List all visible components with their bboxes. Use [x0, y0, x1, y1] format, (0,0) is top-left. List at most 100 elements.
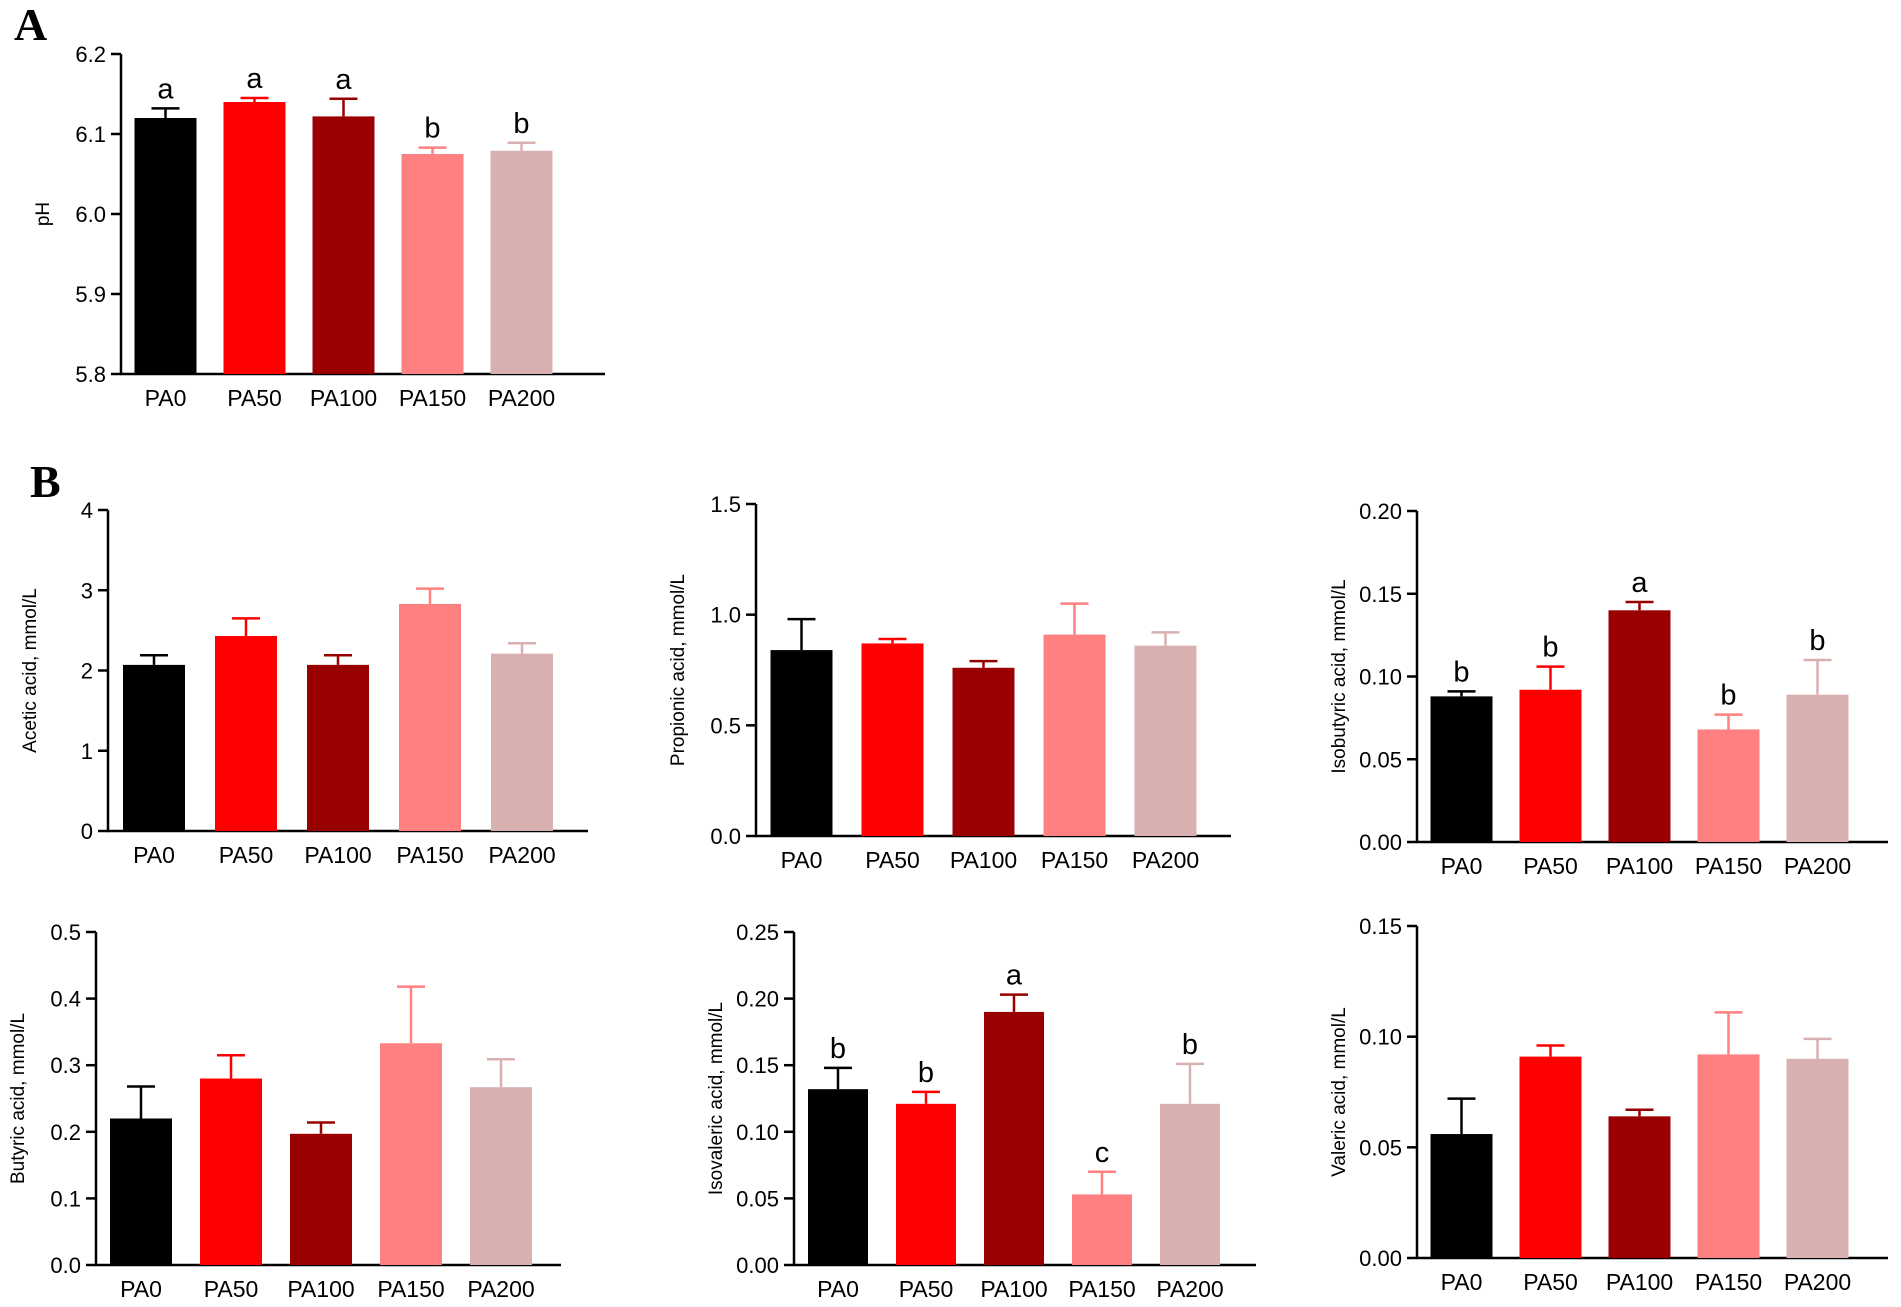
x-tick-label: PA100 — [1606, 1269, 1673, 1295]
y-tick-label: 6.2 — [75, 42, 106, 67]
bar-pa150 — [1697, 1054, 1760, 1258]
x-tick-label: PA0 — [1441, 1269, 1483, 1295]
significance-letter: b — [1453, 656, 1469, 688]
bar-pa150 — [1697, 729, 1760, 842]
y-axis-title: Butyric acid, mmol/L — [8, 1013, 29, 1184]
bar-pa200 — [491, 653, 553, 831]
chart-isovaleric: 0.00 0.05 0.10 0.15 0.20 0.25 Isovaleric acid,… — [706, 920, 1256, 1302]
y-tick-label: 0.05 — [1359, 1135, 1402, 1160]
bar-pa200 — [470, 1087, 532, 1265]
bar-pa50 — [223, 102, 286, 374]
y-tick-label: 0.05 — [736, 1186, 779, 1211]
significance-letter: b — [1809, 625, 1825, 657]
x-tick-label: PA50 — [1523, 1269, 1578, 1295]
x-tick-label: PA50 — [899, 1276, 954, 1302]
x-tick-label: PA50 — [219, 842, 274, 868]
y-tick-label: 2 — [81, 659, 93, 684]
y-tick-label: 0.5 — [710, 713, 741, 738]
y-tick-label: 0.0 — [50, 1253, 81, 1278]
x-tick-label: PA150 — [377, 1276, 444, 1302]
x-tick-label: PA0 — [120, 1276, 162, 1302]
bar-pa100 — [952, 667, 1015, 836]
bar-pa100 — [290, 1133, 352, 1265]
significance-letter: c — [1095, 1137, 1110, 1169]
bar-pa200 — [1786, 1058, 1849, 1258]
x-tick-label: PA200 — [488, 385, 555, 411]
y-axis-title: Acetic acid, mmol/L — [20, 588, 41, 753]
bar-pa0 — [110, 1118, 172, 1265]
x-tick-label: PA150 — [1068, 1276, 1135, 1302]
y-tick-label: 1.5 — [710, 492, 741, 517]
y-axis-title: Isobutyric acid, mmol/L — [1329, 579, 1350, 773]
bar-pa50 — [200, 1078, 262, 1265]
y-tick-label: 6.1 — [75, 122, 106, 147]
y-tick-label: 0.4 — [50, 987, 81, 1012]
chart-acetic: 0 1 2 3 4 Acetic acid, mmol/L PA0 PA50 PA100 PA15… — [20, 498, 588, 868]
x-tick-label: PA200 — [1156, 1276, 1223, 1302]
y-tick-label: 0.00 — [1359, 1246, 1402, 1271]
chart-propionic: 0.0 0.5 1.0 1.5 Propionic acid, mmol/L PA0 PA5… — [668, 492, 1231, 873]
x-tick-label: PA100 — [1606, 853, 1673, 879]
bar-pa50 — [861, 643, 924, 836]
bar-pa50 — [215, 635, 277, 831]
y-axis-title: Isovaleric acid, mmol/L — [706, 1002, 727, 1195]
x-tick-label: PA200 — [1132, 847, 1199, 873]
x-tick-label: PA50 — [227, 385, 282, 411]
bar-pa100 — [307, 664, 369, 831]
x-tick-label: PA150 — [399, 385, 466, 411]
x-tick-label: PA150 — [1695, 1269, 1762, 1295]
bar-pa0 — [770, 650, 833, 836]
bar-pa0 — [134, 118, 197, 374]
significance-letter: a — [1006, 960, 1023, 992]
bar-pa0 — [1430, 696, 1493, 842]
bar-pa200 — [490, 150, 553, 374]
bar-pa150 — [380, 1043, 442, 1265]
y-tick-label: 0.20 — [1359, 499, 1402, 524]
y-tick-label: 0.10 — [736, 1120, 779, 1145]
x-tick-label: PA0 — [1441, 853, 1483, 879]
x-tick-label: PA200 — [488, 842, 555, 868]
charts-layer: 5.8 5.9 6.0 6.1 6.2 pH a PA0 a PA50 a PA100 b PA150 b P… — [8, 42, 1888, 1302]
significance-letter: b — [918, 1057, 934, 1089]
x-tick-label: PA100 — [950, 847, 1017, 873]
y-tick-label: 0.0 — [710, 824, 741, 849]
x-tick-label: PA200 — [467, 1276, 534, 1302]
bar-pa200 — [1134, 645, 1197, 836]
bar-pa150 — [1072, 1194, 1132, 1265]
x-tick-label: PA0 — [781, 847, 823, 873]
y-tick-label: 0.1 — [50, 1186, 81, 1211]
significance-letter: a — [246, 63, 263, 95]
y-tick-label: 0.10 — [1359, 1025, 1402, 1050]
chart-valeric: 0.00 0.05 0.10 0.15 Valeric acid, mmol/L PA0 P… — [1329, 914, 1888, 1295]
significance-letter: b — [830, 1033, 846, 1065]
y-axis-title: Propionic acid, mmol/L — [668, 574, 689, 766]
bar-pa50 — [1519, 1056, 1582, 1258]
x-tick-label: PA50 — [865, 847, 920, 873]
bar-pa200 — [1786, 694, 1849, 842]
bar-pa150 — [1043, 634, 1106, 836]
y-tick-label: 1 — [81, 739, 93, 764]
y-tick-label: 1.0 — [710, 603, 741, 628]
bar-pa100 — [984, 1011, 1044, 1265]
x-tick-label: PA200 — [1784, 1269, 1851, 1295]
bar-pa0 — [123, 664, 185, 831]
y-tick-label: 0.15 — [736, 1053, 779, 1078]
x-tick-label: PA0 — [145, 385, 187, 411]
bar-pa50 — [896, 1103, 956, 1265]
y-tick-label: 0.3 — [50, 1053, 81, 1078]
y-tick-label: 0.15 — [1359, 582, 1402, 607]
x-tick-label: PA100 — [304, 842, 371, 868]
x-tick-label: PA150 — [1695, 853, 1762, 879]
y-tick-label: 0.00 — [736, 1253, 779, 1278]
significance-letter: b — [513, 108, 529, 140]
bar-pa0 — [808, 1089, 868, 1265]
y-tick-label: 0.25 — [736, 920, 779, 945]
x-tick-label: PA0 — [817, 1276, 859, 1302]
y-tick-label: 4 — [81, 498, 93, 523]
y-tick-label: 0.5 — [50, 920, 81, 945]
y-tick-label: 6.0 — [75, 202, 106, 227]
significance-letter: b — [1542, 632, 1558, 664]
panel-label-a: A — [14, 0, 47, 50]
y-tick-label: 5.9 — [75, 282, 106, 307]
y-tick-label: 0 — [81, 819, 93, 844]
